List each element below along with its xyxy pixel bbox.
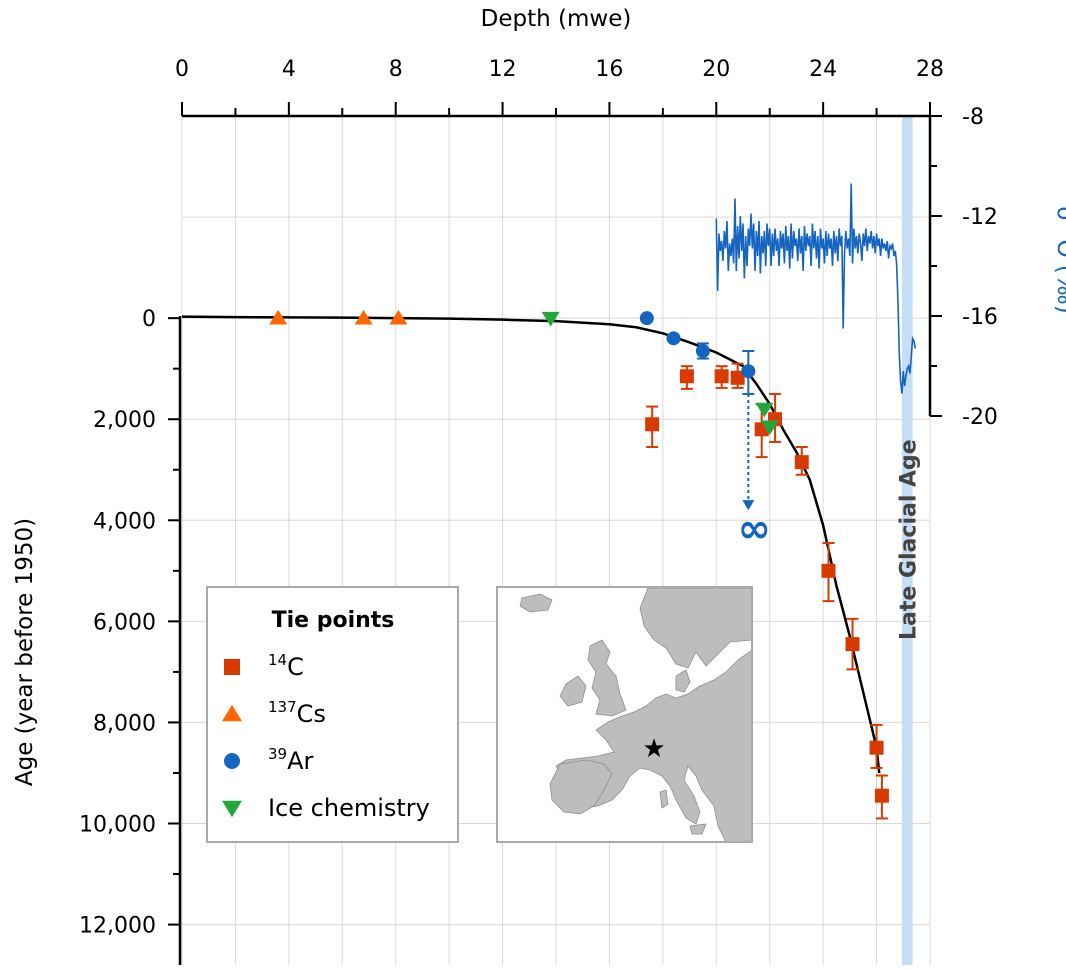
y-tick-label: 4,000 xyxy=(93,509,156,534)
open-ended-arrow: ∞ xyxy=(738,393,771,552)
legend-item: Ice chemistry xyxy=(222,794,430,822)
data-point xyxy=(269,309,288,325)
data-point xyxy=(645,417,660,432)
data-point xyxy=(869,740,884,755)
data-point xyxy=(741,364,756,379)
legend-item: 137Cs xyxy=(222,698,326,728)
legend-label: Ice chemistry xyxy=(268,794,430,822)
x-tick-label: 12 xyxy=(489,57,517,82)
right-tick-label: -16 xyxy=(962,305,998,330)
right-y-axis: δ18O (‰) -8 -12 -16 -20 xyxy=(928,105,1066,430)
legend-marker xyxy=(222,704,242,722)
x-tick-label: 4 xyxy=(282,57,296,82)
late-glacial-band xyxy=(901,116,913,965)
scandinavia-shape xyxy=(639,588,751,669)
legend-label-rest: C xyxy=(287,653,304,681)
y-tick-label: 0 xyxy=(142,307,156,332)
data-point xyxy=(639,311,654,326)
britain-shape xyxy=(587,639,627,717)
left-y-axis: Age (year before 1950) 0 2,000 4,000 6,000 8… xyxy=(12,307,182,965)
legend-marker xyxy=(224,659,240,675)
arrow-head xyxy=(742,500,755,511)
data-point xyxy=(354,309,373,325)
legend-label-sup: 14 xyxy=(268,651,287,669)
sardinia-shape xyxy=(659,789,669,809)
data-point xyxy=(760,420,779,436)
legend-marker xyxy=(224,753,240,769)
iberia-shape xyxy=(549,759,613,815)
legend-label-rest: Cs xyxy=(297,700,326,728)
data-points xyxy=(269,309,889,820)
data-point xyxy=(541,311,560,327)
data-point xyxy=(714,369,729,384)
x-tick-label: 20 xyxy=(702,57,730,82)
series-circle xyxy=(639,311,756,395)
legend: Tie points 14C 137Cs 39Ar Ice chemistry xyxy=(206,586,459,843)
legend-label: 39Ar xyxy=(268,745,314,775)
legend-item: 14C xyxy=(224,651,304,681)
y-tick-label: 6,000 xyxy=(93,610,156,635)
y-axis-title: Age (year before 1950) xyxy=(12,518,38,786)
sicily-shape xyxy=(689,823,707,835)
infinity-label: ∞ xyxy=(738,506,771,552)
right-tick-label: -12 xyxy=(962,205,998,230)
legend-label-rest: Ar xyxy=(287,747,313,775)
data-point xyxy=(821,563,836,578)
legend-item: 39Ar xyxy=(224,745,314,775)
data-point xyxy=(695,343,710,358)
x-axis-title: Depth (mwe) xyxy=(481,6,632,32)
legend-label: 14C xyxy=(268,651,304,681)
y-tick-label: 12,000 xyxy=(79,914,156,939)
series-triangle-up xyxy=(269,309,408,325)
right-tick-label: -8 xyxy=(962,105,984,130)
right-axis-title-rest: O (‰) xyxy=(1052,239,1066,313)
series-triangle-down xyxy=(541,311,779,436)
right-axis-title-sup: 18 xyxy=(1063,220,1066,239)
x-tick-label: 24 xyxy=(809,57,837,82)
top-x-axis: Depth (mwe) 0 4 8 12 16 20 24 28 xyxy=(175,6,944,118)
ireland-shape xyxy=(559,675,587,707)
data-point xyxy=(730,370,745,385)
data-point xyxy=(794,455,809,470)
legend-box xyxy=(206,586,459,843)
right-axis-title: δ18O (‰) xyxy=(1052,206,1066,313)
legend-marker xyxy=(222,800,242,818)
x-tick-label: 28 xyxy=(916,57,944,82)
y-tick-label: 8,000 xyxy=(93,711,156,736)
site-star-icon: ★ xyxy=(642,734,665,764)
data-point xyxy=(845,637,860,652)
data-point xyxy=(389,309,408,325)
europe-landmass xyxy=(519,588,751,841)
legend-label-sup: 39 xyxy=(268,745,287,763)
data-point xyxy=(874,788,889,803)
y-tick-label: 2,000 xyxy=(93,408,156,433)
right-tick-label: -20 xyxy=(962,405,998,430)
legend-items: 14C 137Cs 39Ar Ice chemistry xyxy=(222,651,430,822)
data-point xyxy=(679,369,694,384)
legend-label: 137Cs xyxy=(268,698,326,728)
right-axis-title-prefix: δ xyxy=(1052,206,1066,220)
legend-label-sup: 137 xyxy=(268,698,297,716)
late-glacial-label: Late Glacial Age xyxy=(896,439,921,640)
data-point xyxy=(666,331,681,346)
x-tick-label: 0 xyxy=(175,57,189,82)
x-tick-label: 8 xyxy=(389,57,403,82)
denmark-shape xyxy=(675,669,691,693)
d18o-record-line xyxy=(715,183,917,394)
iceland-shape xyxy=(519,593,553,613)
data-point xyxy=(755,402,774,418)
y-tick-label: 10,000 xyxy=(79,813,156,838)
x-tick-label: 16 xyxy=(595,57,623,82)
legend-title: Tie points xyxy=(272,608,395,633)
inset-map: ★ xyxy=(496,586,753,843)
